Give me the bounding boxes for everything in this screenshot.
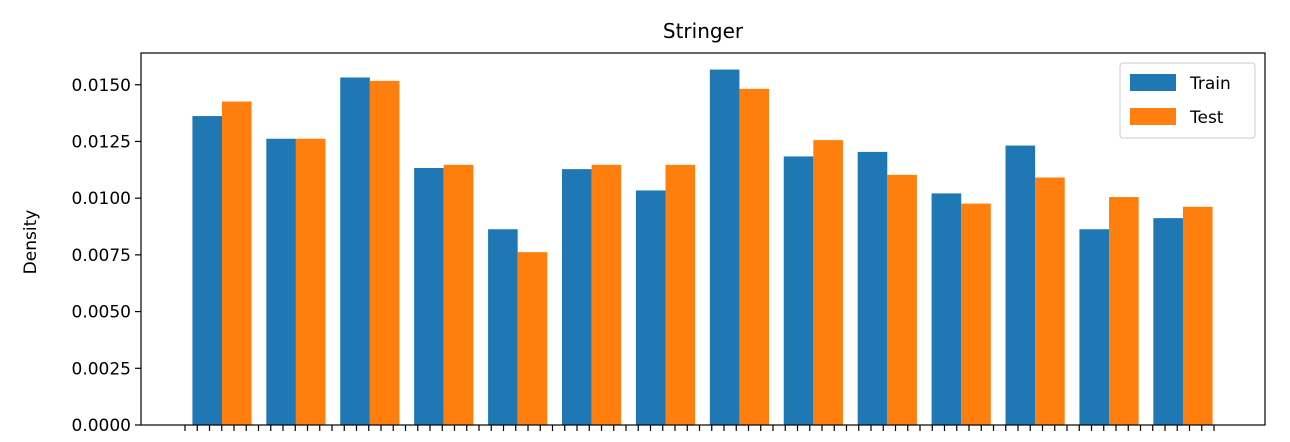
- y-axis-title: Density: [21, 210, 41, 275]
- bar-test-3: [369, 80, 400, 426]
- bar-test-1: [222, 101, 252, 425]
- bar-test-14: [1182, 206, 1213, 425]
- bar-test-6: [591, 164, 622, 425]
- legend-swatch-test: [1130, 108, 1176, 125]
- bar-test-4: [443, 164, 474, 425]
- bar-train-6: [562, 169, 592, 425]
- y-tick-label: 0.0050: [72, 303, 131, 323]
- y-tick-label: 0.0150: [72, 76, 131, 96]
- legend-label-test: Test: [1189, 108, 1224, 128]
- bar-train-2: [266, 138, 296, 426]
- bar-train-3: [340, 77, 370, 425]
- x-axis: [184, 425, 1215, 431]
- y-tick-label: 0.0025: [72, 359, 131, 379]
- bar-test-2: [295, 138, 326, 426]
- y-tick-label: 0.0125: [72, 132, 131, 152]
- bar-train-5: [488, 229, 518, 425]
- bar-test-5: [517, 252, 548, 425]
- chart-title: Stringer: [663, 19, 744, 43]
- bar-test-11: [961, 203, 991, 425]
- bar-test-13: [1109, 197, 1139, 425]
- bar-test-12: [1035, 177, 1065, 425]
- y-tick-label: 0.0075: [72, 246, 131, 266]
- bar-test-7: [665, 164, 696, 425]
- bar-train-1: [192, 116, 222, 425]
- bar-test-8: [739, 88, 770, 425]
- bar-train-13: [1079, 229, 1110, 425]
- y-tick-label: 0.0000: [72, 416, 131, 436]
- legend-swatch-train: [1130, 74, 1176, 91]
- plot-frame: [140, 52, 1266, 426]
- bar-train-12: [1005, 145, 1036, 426]
- bar-train-11: [931, 193, 962, 425]
- bar-train-14: [1153, 218, 1183, 425]
- bar-test-10: [887, 174, 917, 425]
- legend-label-train: Train: [1189, 74, 1231, 94]
- bar-train-10: [857, 151, 888, 425]
- y-axis: 0.0000 0.0025 0.0050 0.0075 0.0100 0.0125 0.01…: [72, 76, 141, 436]
- bar-train-8: [709, 69, 740, 425]
- bar-test-9: [813, 140, 843, 425]
- bars-group: [192, 69, 1213, 426]
- bar-train-9: [783, 156, 814, 425]
- legend: Train Test: [1119, 62, 1256, 139]
- bar-train-4: [414, 168, 444, 425]
- y-tick-label: 0.0100: [72, 189, 131, 209]
- bar-train-7: [635, 190, 666, 425]
